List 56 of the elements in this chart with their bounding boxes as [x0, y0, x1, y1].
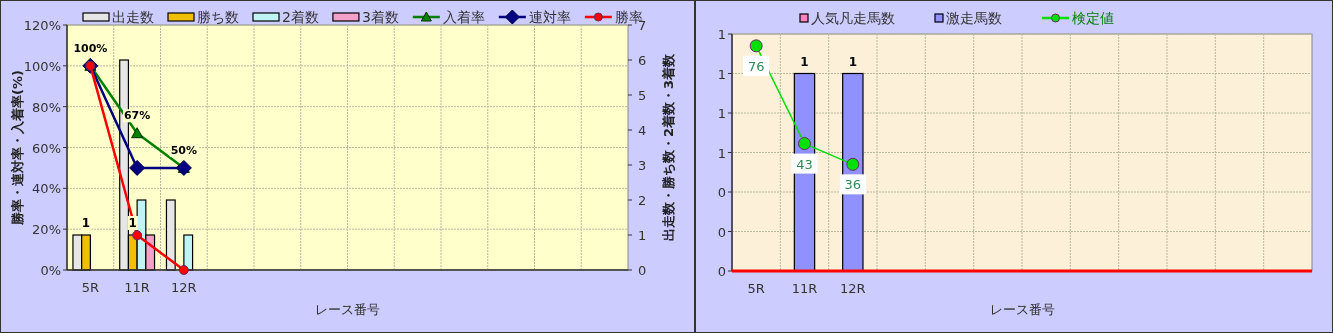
x-tick-label: 12R — [840, 281, 866, 296]
y-tick-label: 20% — [32, 222, 61, 238]
y-tick-label: 1 — [717, 106, 726, 121]
y2-tick-label: 6 — [638, 53, 647, 68]
data-label: 76 — [747, 58, 765, 74]
x-axis-title: レース番号 — [989, 302, 1055, 317]
y-axis-title: 勝率・連対率・入着率(%) — [10, 70, 25, 226]
y2-axis-title: 出走数・勝ち数・2着数・3着数 — [661, 52, 676, 242]
y-tick-label: 0 — [717, 224, 726, 240]
x-tick-label: 11R — [124, 280, 150, 295]
point — [178, 265, 189, 275]
y-tick-label: 120% — [23, 18, 61, 33]
legend-label: 勝ち数 — [197, 9, 239, 25]
legend-label: 3着数 — [361, 9, 399, 25]
legend-label: 激走馬数 — [946, 10, 1002, 26]
y-tick-label: 1 — [717, 27, 726, 42]
data-label: 1 — [848, 54, 858, 69]
y2-tick-label: 4 — [638, 123, 647, 138]
y-tick-label: 1 — [717, 145, 726, 161]
point — [132, 230, 143, 241]
y2-tick-label: 1 — [638, 228, 647, 243]
bar — [165, 199, 176, 271]
y-tick-label: 100% — [23, 58, 61, 74]
legend-label: 人気凡走馬数 — [811, 10, 895, 26]
y2-tick-label: 2 — [638, 193, 647, 208]
data-label: 1 — [800, 54, 809, 69]
data-label: 67% — [123, 109, 151, 123]
y-tick-label: 0 — [717, 264, 726, 279]
point — [131, 127, 144, 139]
y2-tick-label: 3 — [638, 158, 647, 173]
y2-tick-label: 5 — [638, 88, 647, 103]
y-tick-label: 60% — [32, 140, 61, 156]
x-tick-label: 5R — [747, 281, 765, 296]
data-label: 1 — [128, 216, 137, 230]
legend-label: 入着率 — [442, 9, 485, 25]
y-tick-label: 0 — [717, 185, 726, 200]
data-label: 1 — [81, 216, 91, 230]
point — [129, 159, 146, 176]
legend-label: 出走数 — [112, 9, 154, 25]
y2-tick-label: 0 — [638, 263, 647, 278]
data-label: 50% — [170, 143, 198, 157]
x-tick-label: 5R — [81, 280, 100, 295]
legend-label: 検定値 — [1072, 10, 1114, 26]
data-label: 100% — [73, 41, 108, 55]
y-tick-label: 80% — [32, 99, 61, 115]
x-tick-label: 12R — [171, 280, 197, 295]
x-tick-label: 11R — [791, 281, 818, 296]
data-label: 43 — [796, 156, 813, 172]
legend-label: 連対率 — [528, 9, 571, 25]
y-tick-label: 0% — [40, 263, 61, 278]
bar — [183, 234, 194, 271]
y-tick-label: 40% — [32, 181, 61, 197]
legend-label: 2着数 — [282, 9, 319, 25]
y-tick-label: 1 — [717, 66, 726, 82]
x-axis-title: レース番号 — [315, 302, 380, 317]
data-label: 36 — [844, 177, 862, 193]
